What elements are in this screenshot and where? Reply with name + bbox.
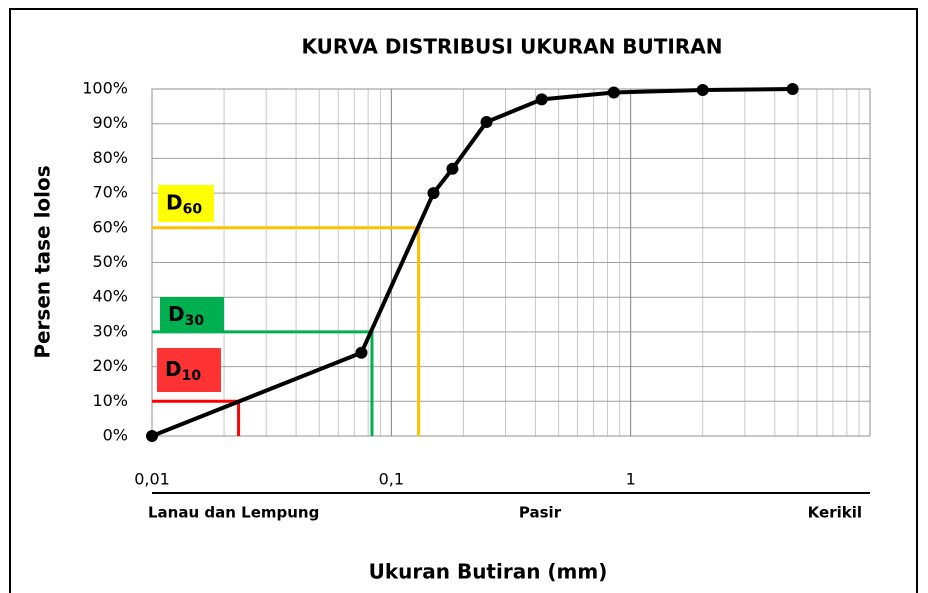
- reference-label-main: D: [168, 302, 185, 326]
- reference-label-subscript: 60: [183, 202, 203, 218]
- reference-label-subscript: 30: [185, 313, 205, 329]
- y-axis-title: Persen tase lolos: [31, 165, 55, 358]
- frame: [9, 8, 918, 593]
- data-point: [480, 115, 493, 128]
- reference-label-subscript: 10: [182, 368, 202, 384]
- y-tick-label: 90%: [92, 113, 128, 132]
- data-point: [786, 83, 799, 95]
- chart-title: KURVA DISTRIBUSI UKURAN BUTIRAN: [302, 35, 723, 59]
- y-tick-label: 0%: [103, 426, 128, 445]
- reference-label: D10: [165, 357, 201, 385]
- x-tick-label: 1: [626, 470, 636, 489]
- soil-label: Kerikil: [808, 504, 862, 522]
- data-point: [427, 187, 440, 200]
- plot-border: [151, 88, 871, 437]
- reference-label-box: [157, 348, 221, 392]
- y-tick-label: 20%: [92, 356, 128, 375]
- y-tick-label: 40%: [92, 287, 128, 306]
- y-tick-label: 70%: [92, 183, 128, 202]
- data-point: [607, 86, 620, 99]
- y-tick-label: 60%: [92, 217, 128, 236]
- reference-label-box: [158, 185, 214, 222]
- reference-label-main: D: [165, 357, 182, 381]
- x-axis-title: Ukuran Butiran (mm): [369, 560, 608, 584]
- data-point: [446, 162, 459, 175]
- reference-label: D30: [168, 302, 204, 330]
- reference-label: D60: [166, 190, 202, 218]
- y-tick-label: 50%: [92, 252, 128, 271]
- data-point: [696, 84, 709, 97]
- y-tick-label: 10%: [92, 391, 128, 410]
- x-tick-label: 0,1: [379, 470, 404, 489]
- data-point: [146, 430, 158, 442]
- data-point: [355, 346, 368, 359]
- reference-label-main: D: [166, 190, 183, 214]
- soil-label: Lanau dan Lempung: [148, 504, 319, 522]
- y-tick-label: 80%: [92, 148, 128, 167]
- soil-label: Pasir: [519, 504, 562, 522]
- y-tick-label: 30%: [92, 321, 128, 340]
- y-tick-label: 100%: [82, 79, 128, 98]
- data-point: [535, 93, 548, 106]
- reference-label-box: [160, 297, 224, 333]
- x-tick-label: 0,01: [134, 470, 170, 489]
